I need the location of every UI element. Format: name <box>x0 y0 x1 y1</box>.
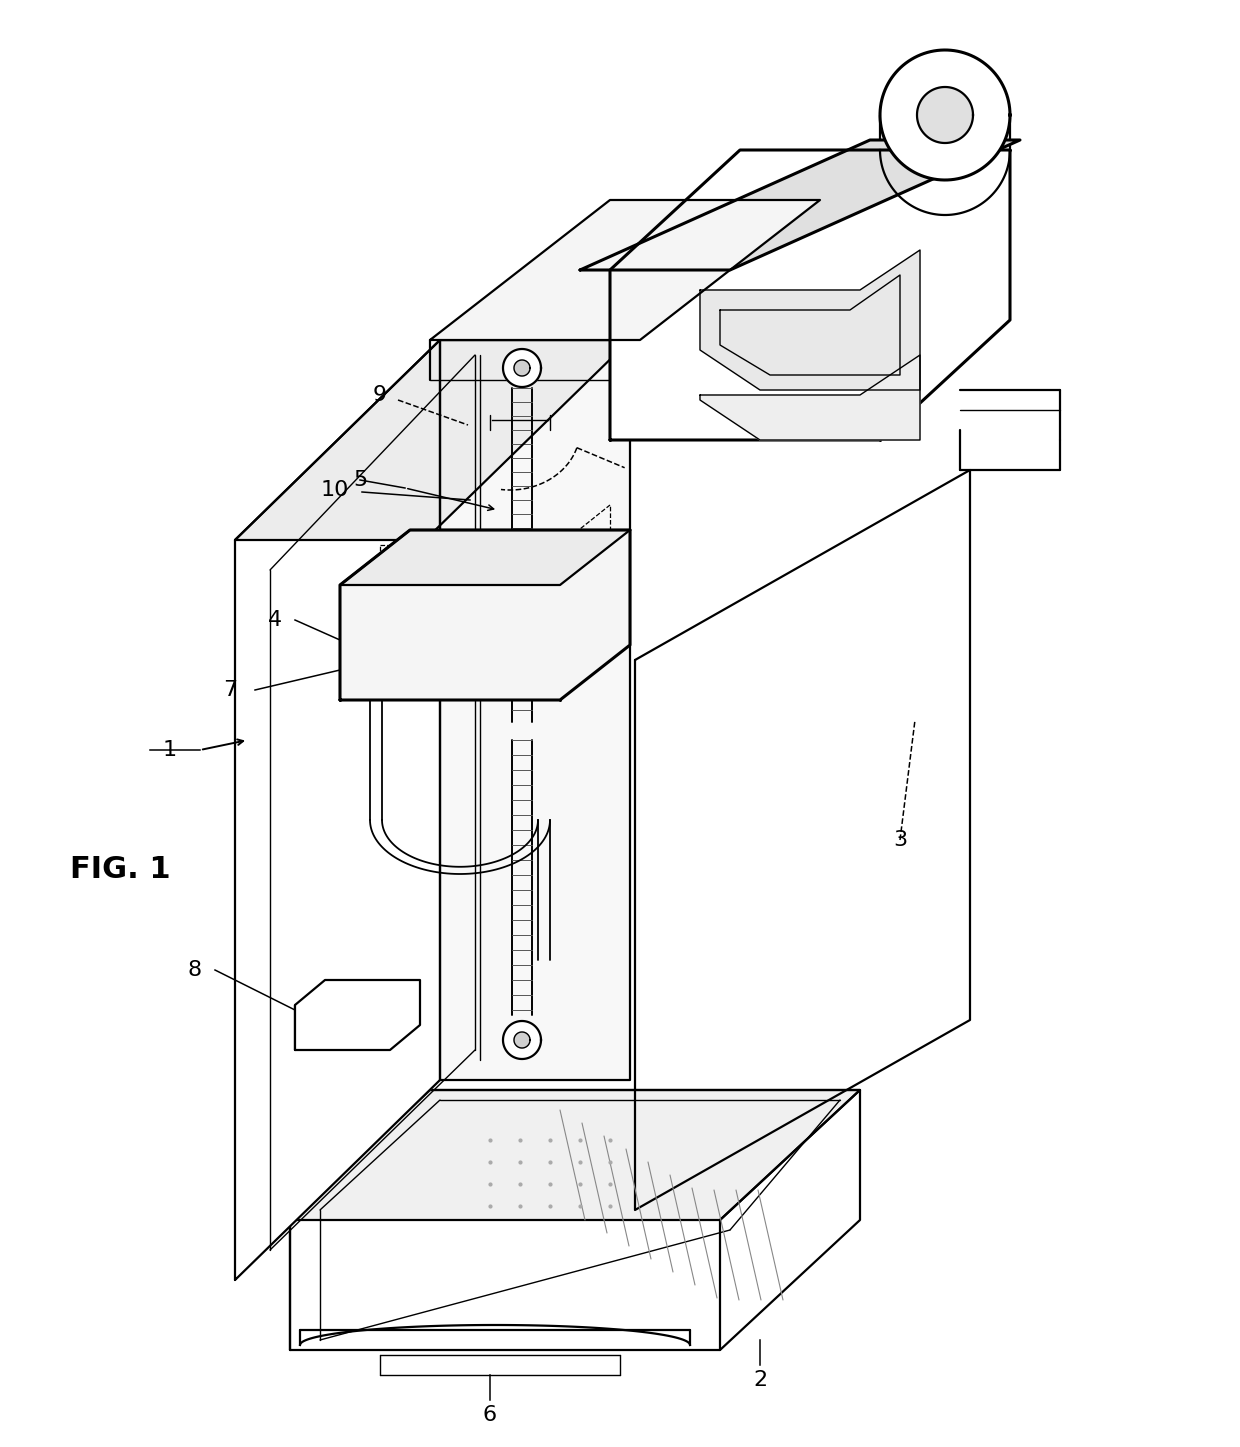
Polygon shape <box>635 470 970 1210</box>
Text: 6: 6 <box>482 1405 497 1425</box>
Text: 5: 5 <box>353 470 367 491</box>
Polygon shape <box>290 1090 861 1220</box>
Polygon shape <box>236 340 630 540</box>
Polygon shape <box>880 51 1011 179</box>
Polygon shape <box>503 349 541 386</box>
Polygon shape <box>236 340 440 1281</box>
Polygon shape <box>440 340 630 1079</box>
Polygon shape <box>610 150 1011 440</box>
Polygon shape <box>515 1032 529 1048</box>
Polygon shape <box>503 1022 541 1059</box>
Text: 1: 1 <box>162 739 177 760</box>
Text: FIG. 1: FIG. 1 <box>69 855 171 884</box>
Text: 2: 2 <box>753 1370 768 1391</box>
Polygon shape <box>515 360 529 376</box>
Polygon shape <box>701 355 920 440</box>
Polygon shape <box>290 1090 861 1350</box>
Text: 7: 7 <box>223 680 237 700</box>
Polygon shape <box>340 530 630 585</box>
Text: 9: 9 <box>373 385 387 405</box>
Text: 10: 10 <box>321 480 350 501</box>
Polygon shape <box>918 87 973 143</box>
Text: 8: 8 <box>188 959 202 980</box>
Polygon shape <box>340 530 630 700</box>
Polygon shape <box>295 980 420 1051</box>
Text: 4: 4 <box>268 611 281 629</box>
Text: 3: 3 <box>893 831 908 849</box>
Polygon shape <box>701 250 920 391</box>
Polygon shape <box>430 200 820 340</box>
Polygon shape <box>580 140 1021 271</box>
